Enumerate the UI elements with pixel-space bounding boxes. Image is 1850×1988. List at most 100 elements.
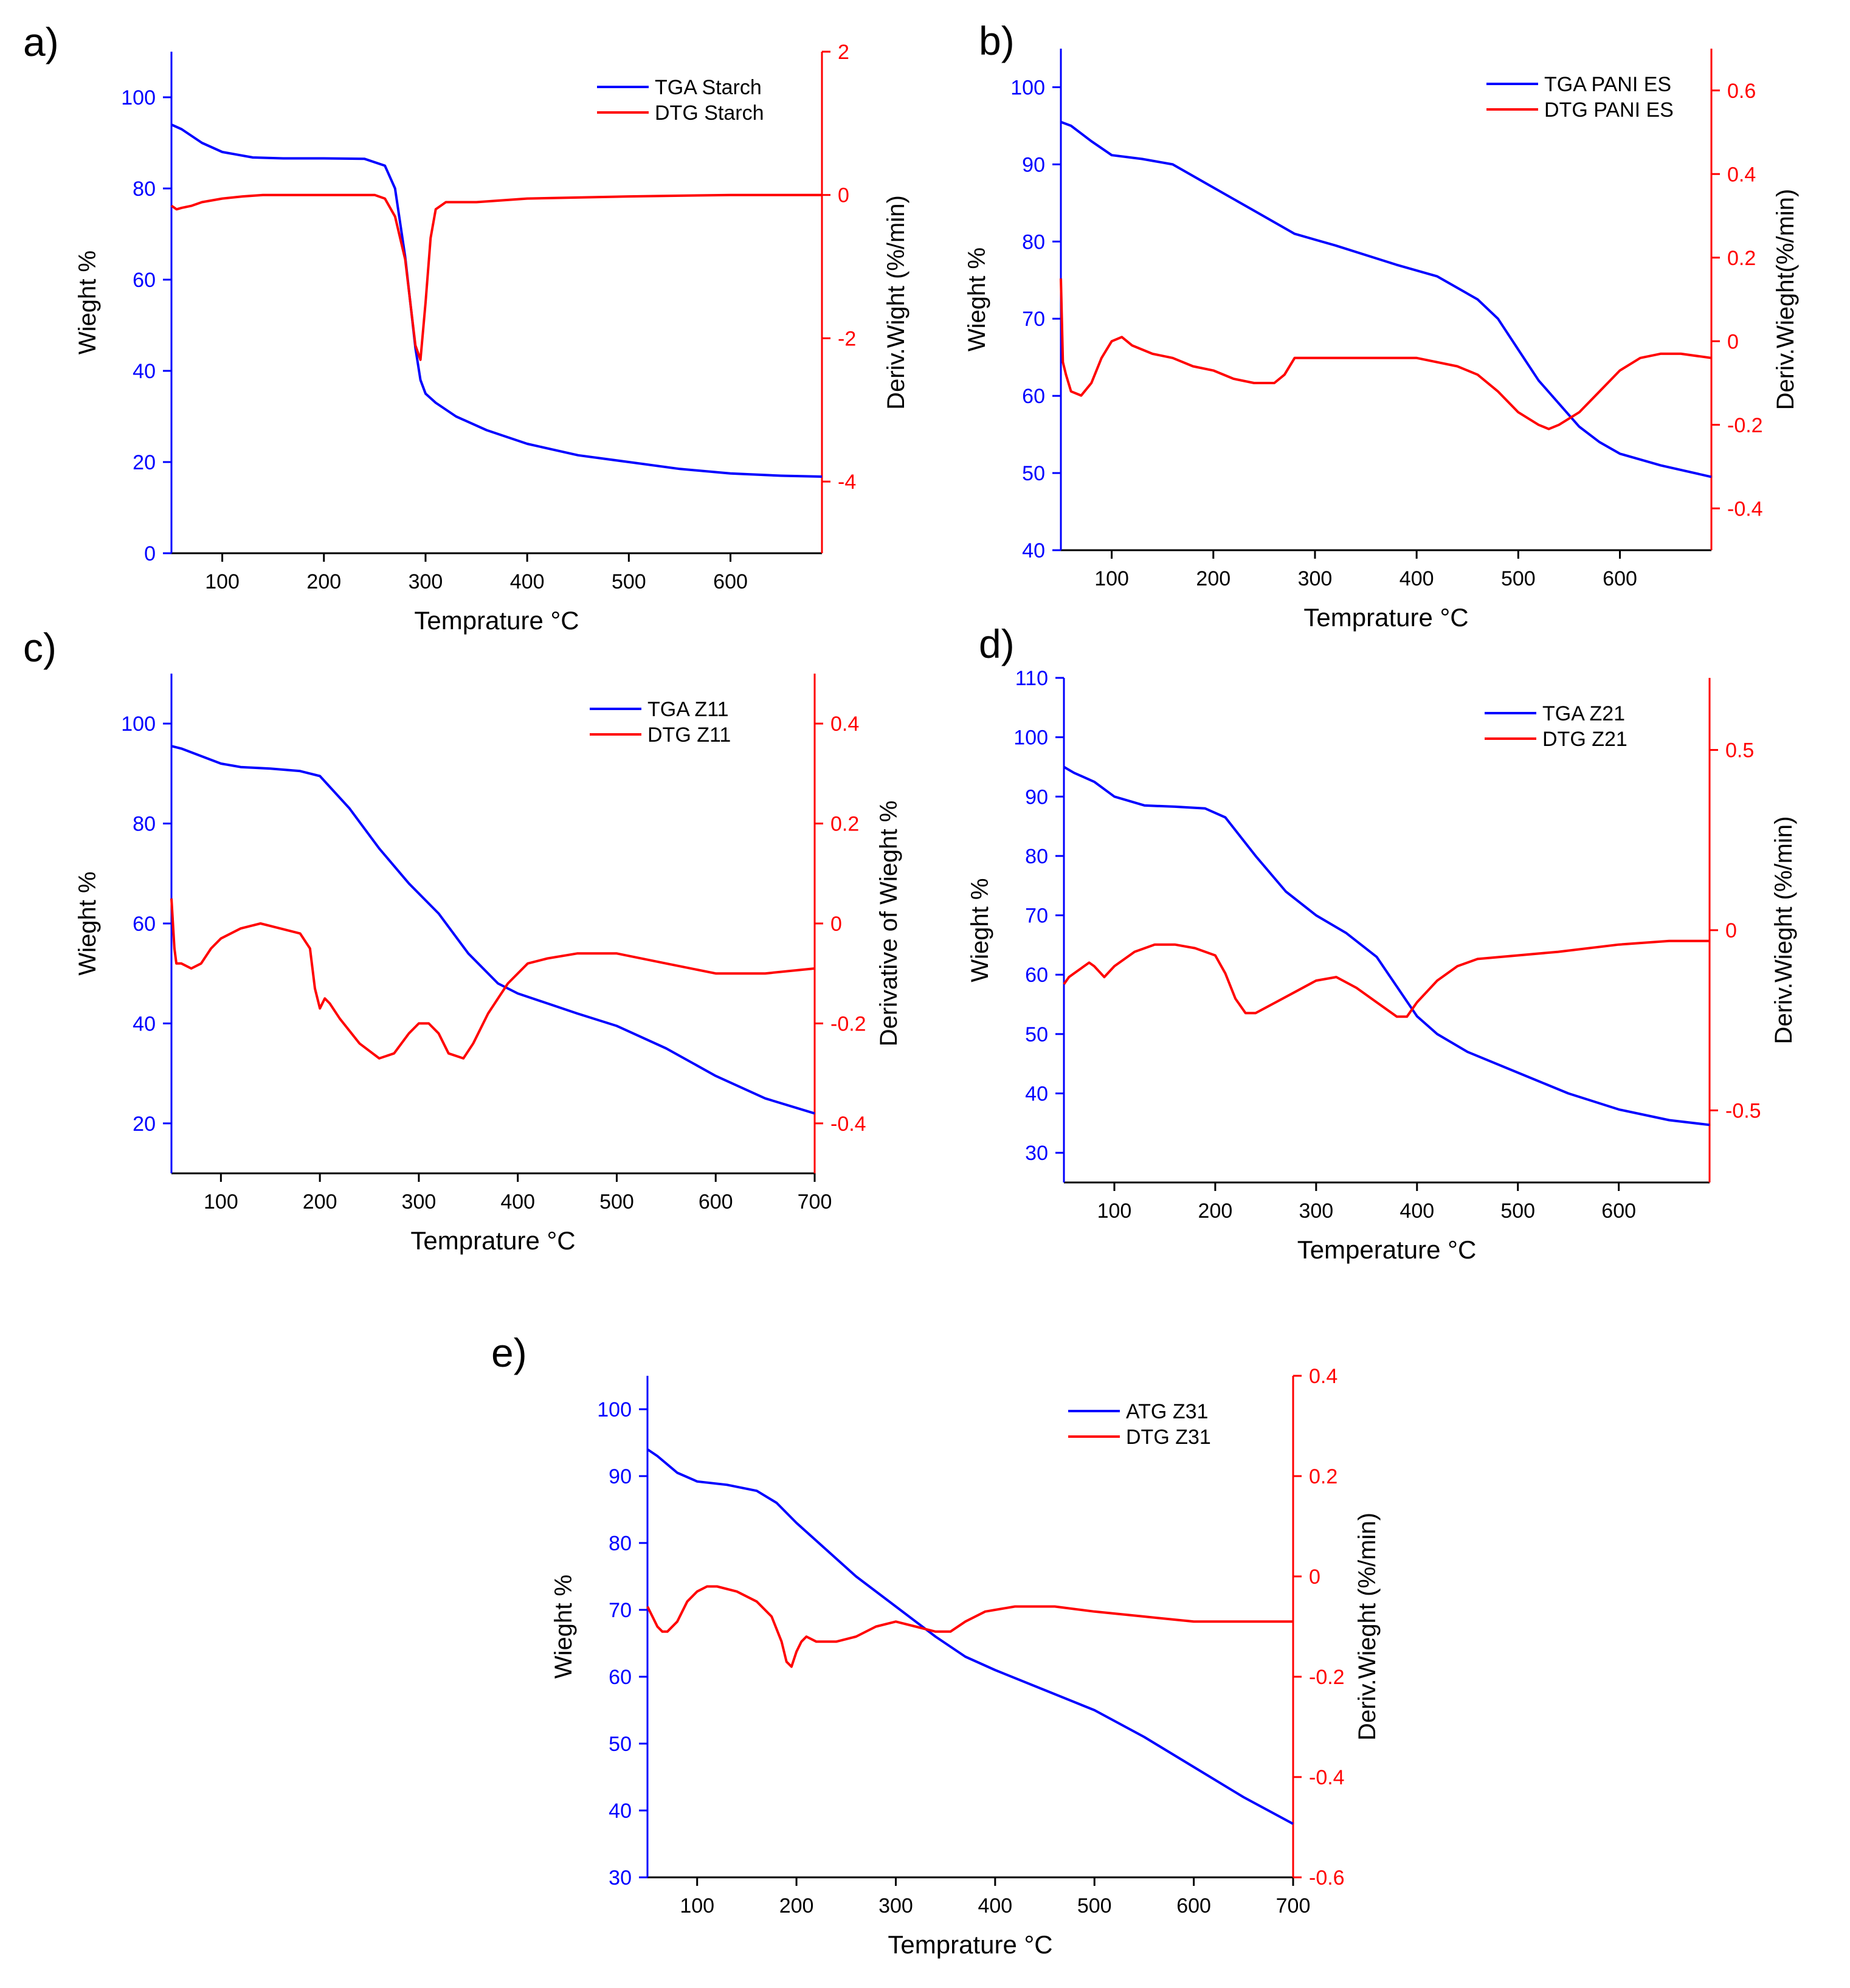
right-y-tick-label: -0.6 — [1309, 1866, 1345, 1890]
x-axis-title: Temprature °C — [414, 606, 579, 635]
right-y-axis-title: Derivative of Wieght % — [875, 801, 902, 1047]
right-y-tick-label: 0.6 — [1727, 80, 1756, 103]
panel-label: a) — [23, 19, 59, 64]
left-y-tick-label: 20 — [133, 451, 156, 474]
left-y-tick-label: 80 — [133, 178, 156, 201]
legend-label: TGA Z21 — [1542, 702, 1625, 725]
x-tick-label: 500 — [599, 1190, 634, 1213]
left-y-tick-label: 70 — [609, 1599, 632, 1622]
panel-label: c) — [23, 625, 57, 670]
x-tick-label: 300 — [1299, 1199, 1333, 1223]
left-y-axis-title: Wieght % — [74, 250, 101, 354]
x-tick-label: 200 — [779, 1894, 814, 1917]
right-y-axis-title: Deriv.Wieght (%/min) — [1354, 1513, 1381, 1741]
right-y-tick-label: -2 — [838, 327, 856, 350]
x-tick-label: 400 — [978, 1894, 1012, 1917]
x-tick-label: 100 — [1094, 567, 1129, 590]
series-line-dtg — [1060, 278, 1712, 430]
x-tick-label: 500 — [1500, 1199, 1535, 1223]
left-y-tick-label: 50 — [1025, 1023, 1048, 1046]
left-y-tick-label: 30 — [609, 1866, 632, 1890]
series-line-tga — [1063, 765, 1710, 1127]
left-y-tick-label: 80 — [1025, 845, 1048, 868]
x-tick-label: 400 — [500, 1190, 535, 1213]
chart-panel-b: b) 100 200 300 400 500 600 40 50 60 70 80 90 100 -0.4 -… — [964, 18, 1799, 632]
left-y-tick-label: 110 — [1015, 667, 1048, 690]
legend-label: DTG Starch — [655, 102, 764, 125]
legend-label: DTG Z11 — [647, 723, 731, 747]
chart-panel-e: e) 100 200 300 400 500 600 700 30 40 50 60 70 80 90 100… — [491, 1330, 1381, 1959]
x-tick-label: 200 — [306, 570, 341, 593]
right-y-tick-label: 0.4 — [830, 713, 859, 736]
legend-label: TGA Z11 — [647, 698, 729, 721]
x-tick-label: 600 — [699, 1190, 733, 1213]
left-y-axis-title: Wieght % — [550, 1575, 577, 1679]
series-line-tga — [171, 745, 815, 1115]
x-tick-label: 700 — [798, 1190, 832, 1213]
left-y-tick-label: 90 — [1025, 785, 1048, 809]
x-tick-label: 400 — [1400, 567, 1434, 590]
x-tick-label: 200 — [303, 1190, 337, 1213]
legend-label: DTG Z21 — [1542, 728, 1627, 751]
right-y-tick-label: -0.4 — [1727, 497, 1763, 520]
left-y-tick-label: 20 — [133, 1113, 156, 1136]
right-y-tick-label: -4 — [838, 471, 856, 494]
left-y-tick-label: 100 — [121, 713, 156, 736]
left-y-tick-label: 60 — [133, 913, 156, 936]
right-y-tick-label: 0.5 — [1725, 739, 1754, 762]
series-line-tga — [1060, 120, 1712, 478]
x-tick-label: 200 — [1198, 1199, 1233, 1223]
x-tick-label: 300 — [878, 1894, 913, 1917]
left-y-tick-label: 80 — [1022, 230, 1045, 254]
left-y-axis-title: Wieght % — [967, 878, 993, 982]
series-line-dtg — [646, 1585, 1293, 1668]
left-y-tick-label: 100 — [597, 1398, 632, 1421]
right-y-tick-label: 2 — [838, 41, 849, 64]
x-tick-label: 400 — [1400, 1199, 1434, 1223]
chart-panel-a: a) 100 200 300 400 500 600 0 20 40 60 80 100 -4 -2 0 2 Te… — [23, 19, 909, 635]
x-tick-label: 500 — [612, 570, 646, 593]
right-y-tick-label: -0.4 — [830, 1113, 866, 1136]
x-axis-title: Temprature °C — [888, 1930, 1052, 1959]
x-tick-label: 300 — [1298, 567, 1333, 590]
right-y-tick-label: 0 — [830, 913, 842, 936]
x-tick-label: 100 — [1097, 1199, 1132, 1223]
left-y-tick-label: 60 — [133, 269, 156, 292]
left-y-tick-label: 70 — [1022, 308, 1045, 331]
x-tick-label: 300 — [402, 1190, 437, 1213]
left-y-tick-label: 100 — [121, 86, 156, 109]
series-line-dtg — [1063, 939, 1710, 1018]
x-tick-label: 100 — [680, 1894, 714, 1917]
chart-panel-c: c) 100 200 300 400 500 600 700 20 40 60 80 100 -0.4 -0… — [23, 625, 902, 1255]
x-tick-label: 600 — [713, 570, 748, 593]
x-tick-label: 700 — [1276, 1894, 1311, 1917]
right-y-tick-label: -0.2 — [1727, 414, 1763, 437]
x-axis-title: Temperature °C — [1297, 1235, 1477, 1264]
x-tick-label: 500 — [1501, 567, 1536, 590]
right-y-axis-title: Deriv.Wieght(%/min) — [1772, 189, 1799, 410]
left-y-tick-label: 60 — [1025, 964, 1048, 987]
right-y-tick-label: -0.4 — [1309, 1766, 1345, 1789]
x-tick-label: 100 — [205, 570, 240, 593]
left-y-tick-label: 90 — [1022, 153, 1045, 176]
x-tick-label: 300 — [409, 570, 443, 593]
x-tick-label: 600 — [1601, 1199, 1636, 1223]
right-y-tick-label: 0 — [1725, 919, 1737, 942]
x-axis-title: Temprature °C — [410, 1226, 575, 1255]
right-y-tick-label: 0.4 — [1309, 1365, 1337, 1388]
x-tick-label: 200 — [1196, 567, 1230, 590]
x-tick-label: 100 — [204, 1190, 238, 1213]
left-y-tick-label: 60 — [1022, 385, 1045, 408]
x-tick-label: 600 — [1176, 1894, 1211, 1917]
left-y-axis-title: Wieght % — [964, 247, 990, 351]
right-y-tick-label: -0.2 — [830, 1012, 866, 1035]
left-y-tick-label: 60 — [609, 1666, 632, 1689]
left-y-tick-label: 80 — [133, 813, 156, 836]
series-line-dtg — [170, 898, 815, 1060]
right-y-tick-label: 0 — [1309, 1565, 1320, 1589]
x-tick-label: 600 — [1603, 567, 1637, 590]
right-y-axis-title: Deriv.Wight (%/min) — [883, 195, 909, 410]
right-y-tick-label: -0.2 — [1309, 1666, 1345, 1689]
left-y-tick-label: 40 — [133, 360, 156, 383]
